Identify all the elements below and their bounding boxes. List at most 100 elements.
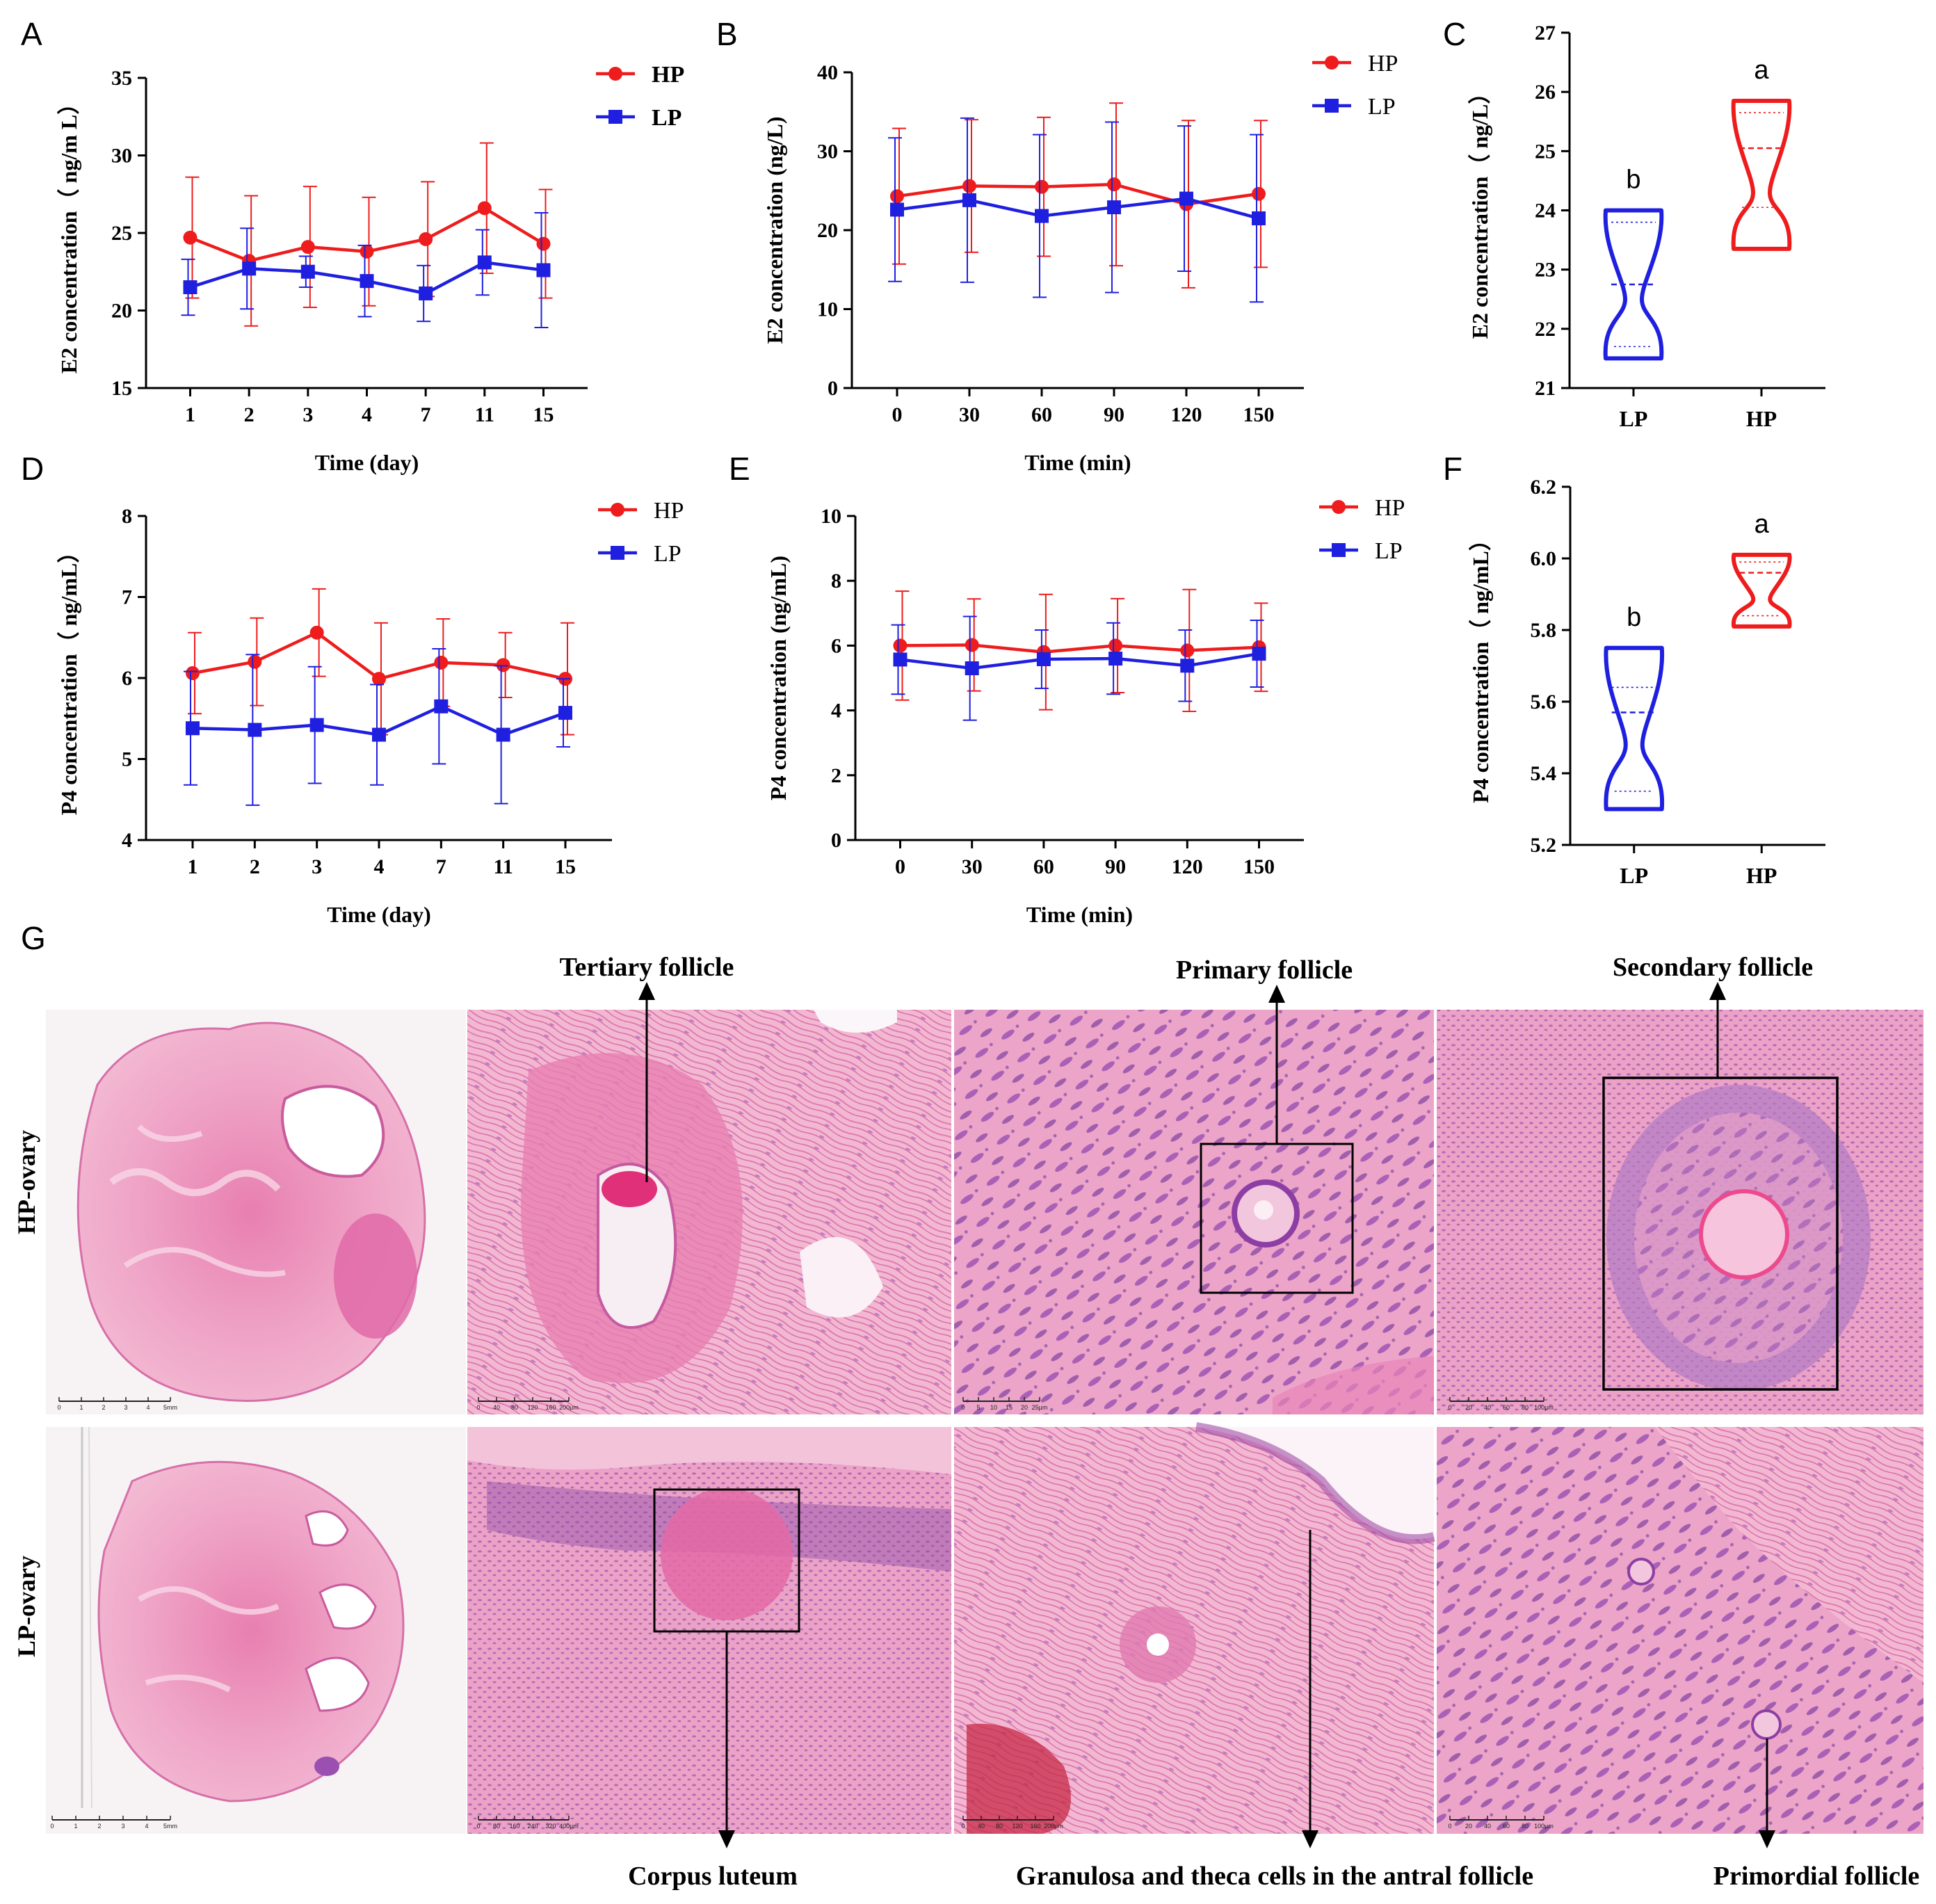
violin-hp-c <box>1731 98 1792 251</box>
x-axis-label-b: Time (min) <box>1024 450 1131 475</box>
series-line-lp-e <box>900 652 1259 670</box>
scale-bar-label: 80 <box>1522 1404 1528 1411</box>
x-axis-label-e: Time (min) <box>1026 902 1133 927</box>
point-hp-b <box>962 179 976 193</box>
y-tick-label-e: 10 <box>821 505 841 528</box>
scale-bar-label: 40 <box>493 1404 500 1411</box>
label-corpus-luteum: Corpus luteum <box>628 1862 798 1891</box>
scale-bar-label: 1 <box>79 1404 83 1411</box>
significance-letter-lp-c: b <box>1626 166 1640 195</box>
series-line-lp-b <box>896 197 1259 220</box>
legend-marker-lp-a <box>608 110 622 124</box>
x-tick-label-e: 60 <box>1033 855 1054 878</box>
y-tick-label-d: 5 <box>122 748 132 771</box>
scale-bar-label: 60 <box>1503 1823 1510 1830</box>
point-lp-b <box>1107 200 1121 215</box>
panel-b-e2-minutes: B 0 10 20 30 40 E2 concentration (ng/L) 0 30 60 90… <box>716 16 1398 475</box>
lp-ovary-antral-follicle-view <box>954 1422 1435 1834</box>
lp-ovary-whole-section <box>46 1426 466 1834</box>
point-hp-b <box>1107 177 1121 192</box>
significance-letter-lp-f: b <box>1627 603 1641 632</box>
x-tick-label-e: 0 <box>895 855 905 878</box>
point-hp-d <box>248 654 262 669</box>
scale-bar-label: 3 <box>124 1404 127 1411</box>
point-lp-d <box>558 706 572 720</box>
legend-label-lp-a: LP <box>652 105 681 131</box>
x-tick-label-a: 3 <box>302 403 313 426</box>
point-hp-d <box>186 666 200 681</box>
scale-bar-label: 15 <box>1006 1404 1013 1411</box>
scale-bar-label: 5mm <box>163 1823 177 1830</box>
y-tick-label-f: 5.2 <box>1531 834 1557 857</box>
scale-bar-label: 10 <box>990 1404 997 1411</box>
point-lp-b <box>1035 209 1049 223</box>
significance-letter-hp-c: a <box>1754 56 1769 85</box>
hp-ovary-primary-follicle-view <box>954 1010 1434 1414</box>
scale-bar-label: 80 <box>996 1823 1003 1830</box>
panel-d-p4-daily: D 4 5 6 7 8 P4 concentration（ ng/mL） 1 2 3 4 7 11 15 T… <box>21 451 684 927</box>
scale-bar-label: 5 <box>976 1404 980 1411</box>
arrowhead-secondary <box>1709 982 1726 1000</box>
point-lp-d <box>309 718 324 732</box>
y-tick-label-a: 15 <box>111 377 132 400</box>
panel-c-e2-violin: C 21 22 23 24 25 26 27 E2 concentration（ ng/L） LP… <box>1443 16 1825 431</box>
panel-letter-c: C <box>1443 16 1466 52</box>
panel-letter-f: F <box>1443 451 1462 487</box>
y-tick-label-e: 0 <box>831 829 841 852</box>
y-tick-label-e: 4 <box>831 700 841 723</box>
point-lp-b <box>1252 211 1266 225</box>
panel-letter-a: A <box>21 16 42 52</box>
point-hp-d <box>372 672 386 686</box>
panel-letter-b: B <box>716 16 738 52</box>
point-hp-a <box>536 236 551 251</box>
scale-bar-label: 40 <box>1484 1404 1491 1411</box>
panel-f-p4-violin: F 5.2 5.4 5.6 5.8 6.0 6.2 P4 concentration（ ng/… <box>1443 451 1825 888</box>
scale-bar-label: 0 <box>961 1404 965 1411</box>
point-hp-a <box>300 240 315 255</box>
scale-bar-label: 60 <box>1503 1404 1510 1411</box>
x-tick-label-b: 0 <box>892 403 903 426</box>
x-tick-label-b: 120 <box>1171 403 1202 426</box>
point-hp-e <box>893 638 908 653</box>
y-tick-label-e: 6 <box>831 634 841 657</box>
y-tick-label-f: 5.6 <box>1531 691 1557 713</box>
scale-bar-label: 160 <box>509 1823 519 1830</box>
violin-lp-c <box>1603 208 1664 361</box>
scale-bar-label: 200µm <box>1044 1823 1063 1830</box>
x-tick-label-d: 1 <box>188 855 198 878</box>
scale-bar-label: 0 <box>1448 1404 1451 1411</box>
row-label-lp-ovary: LP-ovary <box>13 1556 40 1657</box>
point-lp-e <box>1108 652 1123 666</box>
y-tick-label-c: 27 <box>1535 22 1556 45</box>
x-tick-label-a: 4 <box>362 403 372 426</box>
x-tick-label-b: 90 <box>1104 403 1124 426</box>
hp-ovary-whole-section <box>46 1010 466 1414</box>
scale-bar-label: 0 <box>1448 1823 1451 1830</box>
y-tick-label-c: 25 <box>1535 140 1556 163</box>
scale-bar-label: 160 <box>1030 1823 1040 1830</box>
point-hp-a <box>183 230 197 245</box>
scale-bar-label: 80 <box>493 1823 500 1830</box>
scale-bar-label: 40 <box>1484 1823 1491 1830</box>
label-tertiary-follicle: Tertiary follicle <box>560 953 734 982</box>
lp-ovary-primordial-follicle-view <box>1437 1427 1923 1834</box>
scale-bar-label: 400µm <box>559 1823 579 1830</box>
y-tick-label-b: 20 <box>817 219 838 242</box>
scale-bar-label: 100µm <box>1534 1823 1554 1830</box>
scale-bar-label: 2 <box>102 1404 105 1411</box>
x-tick-label-a: 1 <box>185 403 195 426</box>
row-label-hp-ovary: HP-ovary <box>13 1130 40 1234</box>
point-lp-e <box>965 661 979 676</box>
point-lp-e <box>893 652 908 667</box>
y-tick-label-b: 0 <box>828 377 838 400</box>
arrowhead-primary <box>1268 985 1285 1003</box>
scale-bar-label: 100µm <box>1534 1404 1554 1411</box>
y-tick-label-f: 6.2 <box>1531 476 1557 499</box>
y-tick-label-a: 35 <box>111 67 132 90</box>
scale-bar-label: 320 <box>545 1823 556 1830</box>
arrowhead-antral <box>1302 1830 1318 1848</box>
point-lp-b <box>1179 191 1193 206</box>
scale-bar-label: 0 <box>476 1404 480 1411</box>
legend-label-hp-e: HP <box>1375 495 1405 521</box>
x-tick-label-d: 11 <box>493 855 513 878</box>
